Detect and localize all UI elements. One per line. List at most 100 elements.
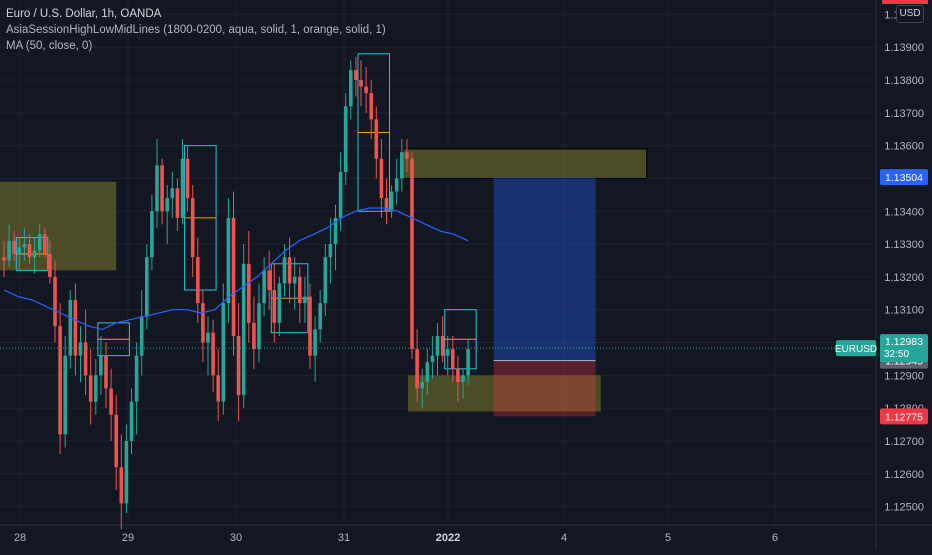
time-tick-label: 2022 — [436, 532, 460, 544]
price-tick-label: 1.12700 — [884, 436, 924, 448]
candle-body — [430, 355, 435, 363]
price-tick-label: 1.12900 — [884, 370, 924, 382]
ma-line — [3, 207, 469, 331]
price-tick-label: 1.13700 — [884, 108, 924, 120]
candle-body — [369, 93, 373, 120]
symbol-title[interactable]: Euro / U.S. Dollar, 1h, OANDA — [6, 8, 162, 20]
time-tick-label: 28 — [14, 532, 26, 544]
stop-price-label: 1.12775 — [885, 411, 923, 423]
candle-body — [68, 299, 73, 356]
price-tick-label: 1.12600 — [884, 469, 924, 481]
candle-body — [109, 388, 113, 415]
candle-body — [400, 152, 404, 179]
candle-body — [155, 165, 159, 212]
candle-body — [185, 158, 190, 199]
position-stop-zone[interactable] — [493, 360, 596, 417]
candle-body — [99, 355, 103, 376]
candle-body — [180, 158, 185, 218]
indicator-moving-average[interactable]: MA (50, close, 0) — [6, 40, 93, 52]
stop-price-label-bg — [880, 408, 928, 425]
top-edge-label — [882, 0, 928, 4]
candle-body — [134, 355, 139, 402]
candle-body — [190, 198, 195, 258]
currency-badge[interactable]: USD — [896, 5, 924, 23]
candle-body — [308, 296, 312, 356]
zone-supply[interactable] — [402, 148, 648, 179]
candle-body — [53, 276, 57, 327]
time-tick-label: 31 — [338, 532, 350, 544]
candle-body — [247, 263, 251, 323]
candle-body — [466, 349, 470, 376]
candle-body — [374, 119, 379, 159]
time-tick-label: 29 — [122, 532, 134, 544]
candle-body — [338, 171, 343, 218]
candle-body — [303, 296, 307, 304]
target-price-label-bg — [880, 169, 928, 186]
candle-body — [73, 299, 78, 356]
zone-demand[interactable] — [408, 375, 601, 412]
candle-body — [94, 375, 98, 402]
candle-body — [119, 467, 124, 504]
countdown-timer: 32:50 — [884, 349, 909, 360]
indicator-session-lines[interactable]: AsiaSessionHighLowMidLines (1800-0200, a… — [6, 24, 386, 36]
candle-body — [354, 70, 358, 81]
chart-legend: Euro / U.S. Dollar, 1h, OANDA AsiaSessio… — [6, 6, 386, 54]
candle-body — [27, 244, 32, 258]
candle-body — [262, 270, 266, 304]
candle-body — [150, 211, 154, 258]
symbol-tag-bg — [836, 340, 876, 357]
candle-body — [456, 368, 460, 382]
candle-body — [88, 375, 93, 402]
candle-body — [165, 198, 169, 212]
candle-body — [252, 322, 256, 350]
candle-body — [440, 335, 445, 356]
zone-supply[interactable] — [0, 181, 117, 271]
candle-body — [333, 217, 338, 245]
price-tick-label: 1.13600 — [884, 141, 924, 153]
candle-body — [160, 165, 164, 212]
candle-body — [292, 276, 297, 284]
candle-body — [272, 290, 277, 323]
time-tick-label: 30 — [230, 532, 242, 544]
price-tick-label: 1.13300 — [884, 239, 924, 251]
candle-body — [241, 263, 246, 396]
candle-body — [435, 335, 440, 356]
candle-body — [405, 152, 409, 159]
candle-body — [364, 86, 368, 94]
candle-body — [343, 106, 348, 172]
symbol-tag[interactable]: EURUSD — [835, 344, 877, 355]
last-price-box — [880, 334, 928, 363]
candle-body — [287, 257, 292, 284]
candle-body — [221, 303, 226, 402]
candle-body — [2, 257, 6, 261]
candle-body — [313, 329, 317, 356]
candle-body — [226, 217, 231, 304]
candle-body — [379, 158, 384, 199]
candle-body — [410, 158, 414, 350]
candle-body — [63, 355, 67, 435]
price-tick-label: 1.13100 — [884, 305, 924, 317]
candle-body — [170, 188, 175, 199]
candle-body — [236, 335, 241, 396]
candle-body — [211, 332, 215, 376]
candle-body — [394, 178, 399, 192]
position-target-zone[interactable] — [493, 177, 596, 361]
candle-body — [201, 303, 205, 343]
time-tick-label: 5 — [665, 532, 671, 544]
last-price-value: 1.12983 — [885, 336, 923, 348]
price-tick-label: 1.13800 — [884, 75, 924, 87]
candle-body — [389, 191, 394, 212]
candle-body — [384, 198, 389, 212]
candle-body — [461, 375, 465, 382]
price-tick-label: 1.13400 — [884, 206, 924, 218]
candle-body — [415, 349, 419, 389]
price-tick-label: 1.13200 — [884, 272, 924, 284]
price-tick-label: 1.12500 — [884, 502, 924, 514]
candle-body — [420, 381, 424, 389]
candle-body — [277, 283, 282, 323]
candle-body — [359, 80, 363, 87]
candle-body — [323, 257, 328, 304]
